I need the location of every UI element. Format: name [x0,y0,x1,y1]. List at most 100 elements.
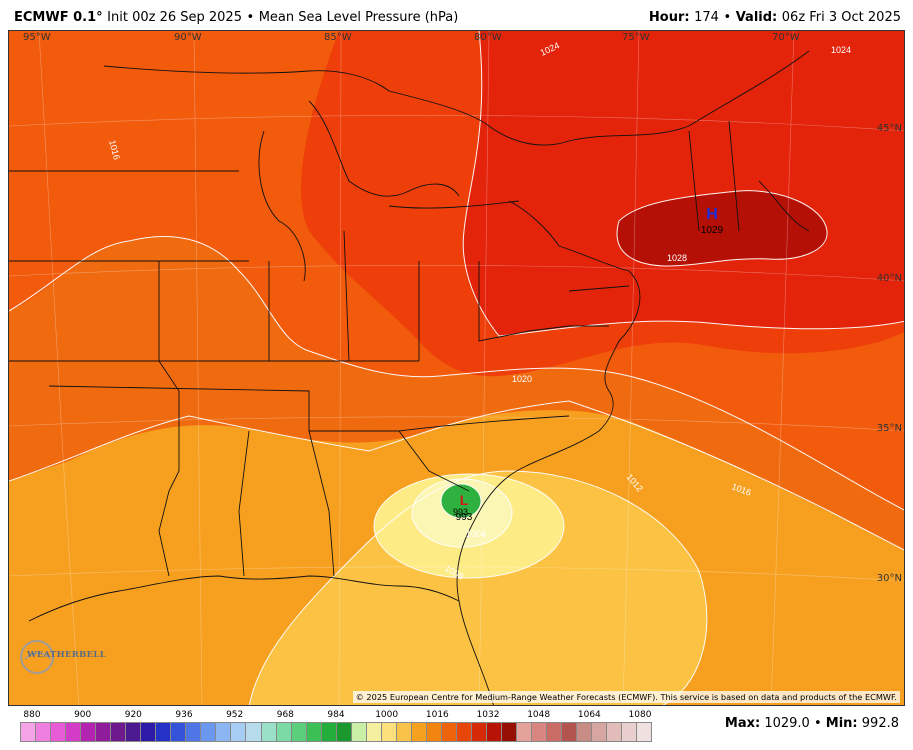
legend-swatch [201,723,217,741]
legend-tick-label: 968 [276,710,294,720]
legend-swatch [111,723,127,741]
map-header: ECMWF 0.1° Init 00z 26 Sep 2025 • Mean S… [0,0,913,30]
legend-swatch [246,723,262,741]
borders [9,50,810,705]
lat-label: 45°N [876,123,902,134]
copyright-notice: © 2025 European Centre for Medium-Range … [352,691,900,703]
contour-label: 1004 [466,529,486,539]
legend-tick-label: 880 [23,710,41,720]
contour-label: 1028 [667,253,687,263]
legend-tick-label: 1048 [527,710,551,720]
legend-swatch [396,723,412,741]
lon-label: 70°W [772,32,800,43]
header-title: ECMWF 0.1° Init 00z 26 Sep 2025 • Mean S… [14,10,458,25]
low-marker: L [460,492,469,508]
min-label: Min: [825,716,858,731]
legend-swatch [261,723,277,741]
header-valid: Hour: 174 • Valid: 06z Fri 3 Oct 2025 [649,10,901,25]
legend-tick-label: 1064 [577,710,601,720]
high-marker: H [706,206,718,223]
degree-symbol: ° [96,10,103,25]
lat-label: 40°N [876,273,902,284]
legend-swatch [532,723,548,741]
stats-separator: • [813,716,822,731]
pressure-centers: H 1029 L 993 [456,206,724,523]
high-value: 1029 [701,225,724,236]
legend-swatch [607,723,623,741]
legend-tick-label: 936 [175,710,193,720]
legend-swatch [171,723,187,741]
header-separator: • [246,10,255,25]
lon-label: 90°W [174,32,202,43]
lon-label: 80°W [474,32,502,43]
legend-swatch [96,723,112,741]
min-value: 992.8 [861,716,899,731]
contour-label: 1024 [831,45,851,55]
legend-tick-label: 1000 [375,710,399,720]
logo-text: WEATHERBELL [27,650,106,660]
legend-swatch [517,723,533,741]
pressure-map: H 1029 L 993 1024 1024 1016 1028 1020 10… [8,30,905,706]
legend-swatch [471,723,487,741]
legend-swatch [81,723,97,741]
max-min-stats: Max: 1029.0 • Min: 992.8 [725,716,899,731]
legend-swatch [562,723,578,741]
legend-swatch [366,723,382,741]
legend-swatch [441,723,457,741]
legend-swatch [186,723,202,741]
low-value: 993 [456,512,473,523]
band-1028 [617,190,828,266]
legend-swatch [291,723,307,741]
valid-value: 06z Fri 3 Oct 2025 [781,10,901,25]
legend-colorbar [20,722,652,742]
legend-tick-label: 1032 [476,710,500,720]
contour-label: 1020 [512,374,532,384]
legend-swatch [411,723,427,741]
legend-swatch [426,723,442,741]
legend-swatch [577,723,593,741]
header-separator-2: • [723,10,732,25]
legend-swatch [321,723,337,741]
legend-swatch [276,723,292,741]
legend-swatch [351,723,367,741]
weatherbell-logo-icon [20,640,54,674]
lat-label: 30°N [876,573,902,584]
band-1024 [463,31,904,336]
legend-swatch [547,723,563,741]
legend-tick-label: 920 [124,710,142,720]
legend-swatch [51,723,67,741]
legend-swatch [126,723,142,741]
legend-swatch [592,723,608,741]
legend-tick-label: 1080 [628,710,652,720]
legend-swatch [336,723,352,741]
legend-swatch [21,723,37,741]
legend-swatch [156,723,172,741]
legend-swatch [622,723,638,741]
max-label: Max: [724,716,761,731]
init-time: Init 00z 26 Sep 2025 [107,10,242,25]
legend-swatch [502,723,518,741]
legend-swatch [381,723,397,741]
valid-label: Valid: [735,10,778,25]
legend-tick-label: 900 [74,710,92,720]
lon-label: 85°W [324,32,352,43]
max-value: 1029.0 [764,716,810,731]
model-name: ECMWF 0.1 [14,10,97,25]
map-canvas: H 1029 L 993 1024 1024 1016 1028 1020 10… [9,31,904,705]
lat-label: 35°N [876,423,902,434]
legend-swatch [216,723,232,741]
field-name: Mean Sea Level Pressure (hPa) [258,10,459,25]
legend-tick-label: 984 [327,710,345,720]
band-996 [441,484,481,518]
hour-value: 174 [694,10,719,25]
band-1008 [249,471,707,705]
legend-ticks: 880 900 920 936 952 968 984 1000 1016 1032 1048 106… [20,708,652,720]
legend-swatch [486,723,502,741]
legend-swatch [231,723,247,741]
weatherbell-logo: WEATHERBELL [15,637,106,677]
legend-swatch [637,723,652,741]
color-legend: 880 900 920 936 952 968 984 1000 1016 1032 1048 106… [20,708,652,746]
contour-label: 993 [453,507,468,517]
hour-label: Hour: [648,10,690,25]
legend-tick-label: 1016 [425,710,449,720]
